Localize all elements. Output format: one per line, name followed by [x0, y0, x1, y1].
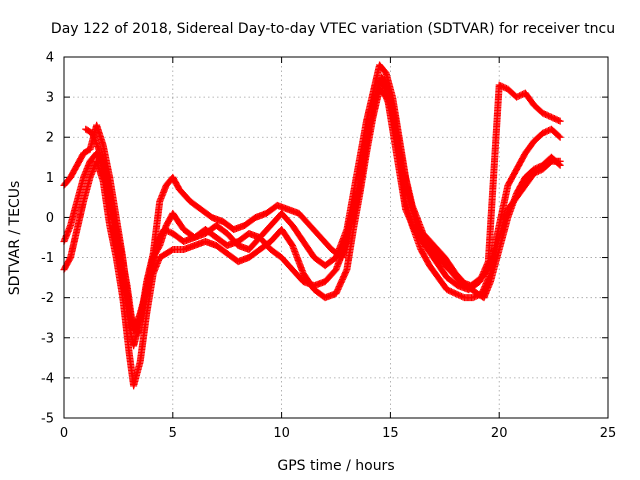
axis-ticks: 0 5 10 15 20 25 -5 -4 -3 -2 -1 0 1 2 3 4 [41, 51, 616, 442]
data-point [555, 117, 563, 125]
data-point [556, 117, 564, 125]
y-tick-label: -2 [41, 291, 54, 306]
series-track-d [82, 77, 564, 338]
data-point [556, 133, 564, 141]
plot-frame [63, 56, 609, 419]
y-tick-label: -5 [41, 412, 54, 427]
y-axis-label: SDTVAR / TECUs [7, 181, 23, 296]
y-tick-label: -1 [41, 251, 54, 266]
y-tick-label: 2 [46, 131, 54, 146]
x-tick-label: 0 [60, 426, 68, 441]
grid-lines [64, 57, 608, 418]
data-point [556, 157, 564, 165]
y-tick-label: 4 [46, 51, 54, 66]
y-tick-label: 0 [46, 211, 54, 226]
series-track-a [60, 61, 564, 334]
x-tick-label: 15 [382, 426, 399, 441]
series-track-b [60, 73, 564, 350]
chart-title: Day 122 of 2018, Sidereal Day-to-day VTE… [51, 21, 615, 37]
y-tick-label: -4 [41, 371, 54, 386]
data-marks [60, 61, 564, 390]
y-tick-label: 1 [46, 171, 54, 186]
x-tick-label: 25 [600, 426, 617, 441]
y-tick-label: 3 [46, 91, 54, 106]
data-point [555, 132, 563, 140]
x-tick-label: 10 [273, 426, 290, 441]
y-tick-label: -3 [41, 331, 54, 346]
x-tick-label: 20 [491, 426, 508, 441]
x-tick-label: 5 [169, 426, 177, 441]
x-axis-label: GPS time / hours [277, 458, 394, 474]
